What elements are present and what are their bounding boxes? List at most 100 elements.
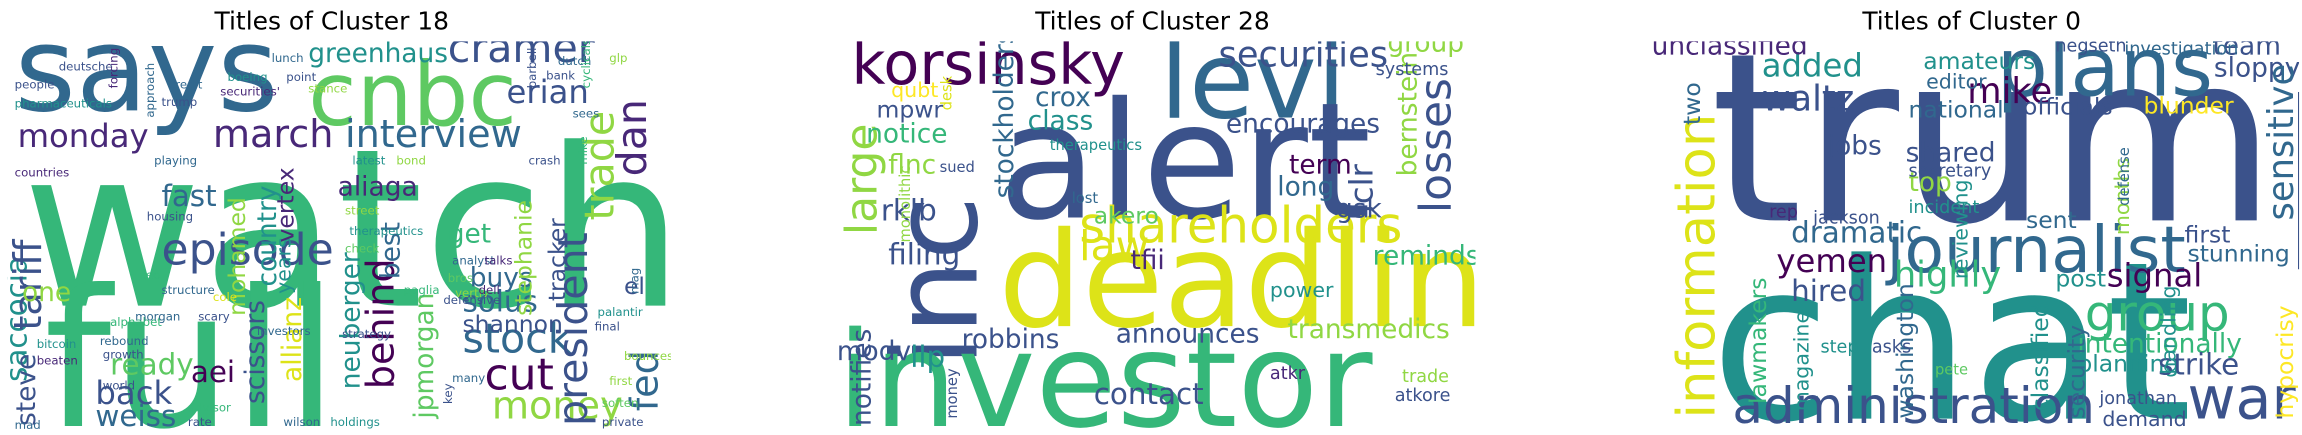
word: deadline xyxy=(998,204,1566,358)
word: behind xyxy=(359,258,403,389)
word: encourages xyxy=(1226,108,1380,139)
word: jackson xyxy=(1812,208,1880,228)
word: added xyxy=(1762,47,1863,85)
word: trade xyxy=(576,111,624,221)
word: systems xyxy=(1376,60,1449,80)
word: one xyxy=(22,277,71,308)
word: trump xyxy=(1710,3,2302,276)
word: reminds xyxy=(1373,240,1480,271)
word: korsinsky xyxy=(852,29,1125,98)
word: stockholders xyxy=(989,30,1020,198)
word: greenhaus xyxy=(308,38,448,69)
word: shared xyxy=(1906,138,1996,169)
word: first xyxy=(609,374,632,388)
word: months xyxy=(2110,158,2134,235)
word: amateurs xyxy=(1923,47,2035,75)
word: pete xyxy=(1935,362,1968,379)
word: secretary xyxy=(1909,161,1992,181)
word: desk xyxy=(938,75,955,110)
word: playing xyxy=(154,154,197,168)
word: mag xyxy=(628,268,642,294)
word: paglia xyxy=(404,283,440,297)
word: national xyxy=(1909,96,2004,124)
word: jobs xyxy=(1827,130,1882,161)
word: advisor xyxy=(188,400,231,414)
word: mike xyxy=(576,136,590,164)
word: large xyxy=(836,124,887,236)
word: get xyxy=(448,218,491,249)
word: alert xyxy=(998,69,1371,257)
word: deutsche xyxy=(59,60,113,74)
word-cloud: trumpchatplansjournalistwarinformationad… xyxy=(1652,3,2302,435)
word: contact xyxy=(1094,377,1204,411)
word: cramer xyxy=(448,24,595,72)
word: trade xyxy=(1402,367,1449,387)
word: money xyxy=(944,368,961,419)
word: class xyxy=(1028,105,1094,136)
word: connected xyxy=(0,0,61,3)
word: defensive xyxy=(443,293,500,307)
word: classified xyxy=(2026,302,2054,411)
word: modv xyxy=(837,336,911,367)
word: soften xyxy=(602,396,638,410)
word: monday xyxy=(18,117,149,155)
word: analyst xyxy=(452,253,495,267)
word: lunch xyxy=(272,51,304,65)
panel-title: Titles of Cluster 28 xyxy=(1034,7,1270,36)
word: announces xyxy=(1116,318,1260,349)
word: strategy xyxy=(342,327,391,341)
word: latest xyxy=(352,154,385,168)
word: vertiv xyxy=(455,286,489,300)
word: bounces xyxy=(624,349,673,363)
word: highly xyxy=(1894,255,2001,296)
word: group xyxy=(1387,28,1464,59)
word: flnc xyxy=(888,149,936,180)
word: mike xyxy=(1967,71,2052,112)
word: team xyxy=(2212,31,2281,62)
word: glp xyxy=(609,51,627,65)
word: qubt xyxy=(891,78,938,102)
word: cnbc xyxy=(308,43,517,146)
word: filing xyxy=(888,237,960,271)
word: neuberger xyxy=(336,252,367,389)
word: interview xyxy=(345,113,522,157)
word: stance xyxy=(308,82,347,96)
word: transmedics xyxy=(1288,314,1450,345)
word: cyclicals xyxy=(579,39,593,88)
word: sloppy xyxy=(2214,53,2300,84)
word: full xyxy=(44,250,338,435)
word: episode xyxy=(161,224,333,275)
word: demand xyxy=(2102,407,2186,431)
word: rklb xyxy=(881,193,937,227)
word: strike xyxy=(2158,348,2239,382)
word: dutch xyxy=(558,54,591,68)
word: years xyxy=(272,237,296,294)
word: mpwr xyxy=(876,96,943,124)
word: rep xyxy=(1769,203,1798,223)
word: lawmakers xyxy=(1744,278,1772,404)
word: chat xyxy=(1710,215,2192,435)
word: signal xyxy=(2107,257,2203,295)
word: information xyxy=(1667,114,1728,419)
word: waltz xyxy=(1762,78,1854,119)
word: planning xyxy=(2077,350,2179,378)
word: buys xyxy=(470,263,533,294)
word: rebound xyxy=(100,334,149,348)
word: saccocia xyxy=(0,256,33,382)
word: security xyxy=(2063,325,2091,419)
word: structure xyxy=(161,283,214,297)
word: growth xyxy=(103,347,144,361)
word: wilson xyxy=(283,415,320,429)
word: jpmorgan xyxy=(409,293,440,420)
word: long xyxy=(1277,171,1334,202)
word: scissors xyxy=(240,300,271,404)
word: therapeutics xyxy=(1050,137,1142,154)
word: steve xyxy=(11,354,42,426)
word: unclassified xyxy=(1652,31,1808,62)
word: solus xyxy=(462,284,537,318)
word: investors xyxy=(257,324,311,338)
word: first xyxy=(2185,220,2231,248)
word: boeing xyxy=(228,70,268,84)
word: dan xyxy=(608,99,656,176)
word: officials xyxy=(2023,93,2113,121)
